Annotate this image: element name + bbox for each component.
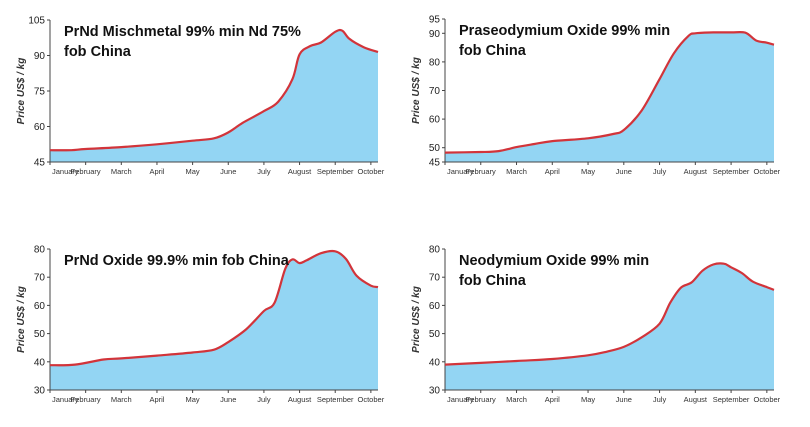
x-tick-label: April [149,167,164,176]
x-tick-label: April [149,395,164,404]
price-line [49,28,379,152]
x-tick-label: March [111,395,132,404]
area-fill [445,32,774,162]
y-tick-label: 105 [28,16,45,27]
y-tick-label: 50 [34,329,46,340]
x-tick-label: May [581,395,595,404]
x-tick-label: February [466,167,496,176]
x-tick-label: October [358,395,385,404]
y-axis-label: Price US$ / kg [411,57,422,124]
x-tick-label: March [506,395,527,404]
y-tick-label: 50 [429,329,441,340]
x-tick-label: October [358,167,385,176]
x-tick-label: January [447,167,474,176]
y-tick-label: 70 [429,86,441,97]
y-tick-label: 60 [34,301,46,312]
x-tick-label: February [71,167,101,176]
y-tick-label: 70 [429,273,441,284]
x-tick-label: August [288,395,312,404]
x-tick-label: July [653,167,667,176]
x-tick-label: May [581,167,595,176]
chart-title: Praseodymium Oxide 99% min [459,23,670,39]
y-axis-label: Price US$ / kg [16,286,27,353]
y-tick-label: 60 [34,122,46,133]
x-tick-label: August [288,167,312,176]
area-fill [50,30,378,162]
x-tick-label: September [317,167,354,176]
x-tick-label: July [653,395,667,404]
area-fill [445,263,774,390]
price-line [444,262,775,366]
x-tick-label: August [684,395,708,404]
price-line [444,30,775,154]
y-tick-label: 60 [429,115,441,126]
y-axis-label: Price US$ / kg [16,58,27,125]
y-tick-label: 50 [429,143,441,154]
y-tick-label: 40 [429,357,441,368]
x-tick-label: October [754,395,781,404]
x-tick-label: June [616,395,632,404]
x-tick-label: September [713,395,750,404]
chart-title: PrNd Oxide 99.9% min fob China [64,253,290,269]
y-tick-label: 95 [429,15,441,26]
y-tick-label: 70 [34,273,46,284]
chart-title: fob China [459,43,527,59]
x-tick-label: September [317,395,354,404]
y-tick-label: 45 [34,158,46,169]
y-tick-label: 45 [429,158,441,169]
x-tick-label: January [52,395,79,404]
x-tick-label: January [52,167,79,176]
y-axis-label: Price US$ / kg [411,286,422,353]
x-tick-label: April [545,395,560,404]
x-tick-label: October [754,167,781,176]
x-tick-label: June [616,167,632,176]
x-tick-label: May [186,167,200,176]
x-tick-label: July [257,167,271,176]
chart-title: fob China [64,44,132,60]
y-tick-label: 80 [34,245,46,256]
chart-title: fob China [459,273,527,289]
y-tick-label: 80 [429,57,441,68]
x-tick-label: April [545,167,560,176]
y-tick-label: 90 [429,29,441,40]
x-tick-label: June [220,395,236,404]
x-tick-label: June [220,167,236,176]
y-tick-label: 75 [34,87,46,98]
y-tick-label: 80 [429,245,441,256]
y-tick-label: 30 [34,386,46,397]
y-tick-label: 60 [429,301,441,312]
x-tick-label: March [111,167,132,176]
x-tick-label: February [71,395,101,404]
x-tick-label: January [447,395,474,404]
x-tick-label: August [684,167,708,176]
chart-title: Neodymium Oxide 99% min [459,253,649,269]
x-tick-label: March [506,167,527,176]
x-tick-label: September [713,167,750,176]
x-tick-label: July [257,395,271,404]
y-tick-label: 40 [34,357,46,368]
x-tick-label: May [186,395,200,404]
y-tick-label: 30 [429,386,441,397]
price-line [49,249,379,367]
chart-title: PrNd Mischmetal 99% min Nd 75% [64,24,301,40]
area-fill [50,250,378,390]
y-tick-label: 90 [34,51,46,62]
x-tick-label: February [466,395,496,404]
